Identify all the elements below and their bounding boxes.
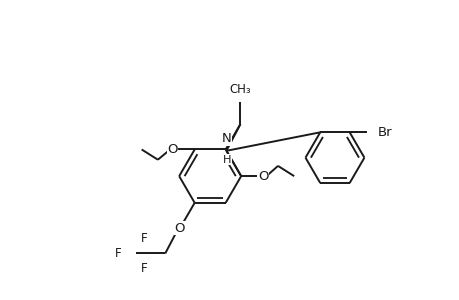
Text: H: H: [223, 155, 231, 165]
Text: F: F: [114, 247, 121, 260]
Text: F: F: [141, 262, 148, 275]
Text: CH₃: CH₃: [229, 83, 251, 96]
Text: F: F: [141, 232, 148, 245]
Text: O: O: [174, 222, 185, 235]
Text: O: O: [167, 143, 177, 156]
Text: Br: Br: [377, 126, 392, 139]
Text: N: N: [221, 132, 231, 146]
Text: O: O: [257, 169, 268, 183]
